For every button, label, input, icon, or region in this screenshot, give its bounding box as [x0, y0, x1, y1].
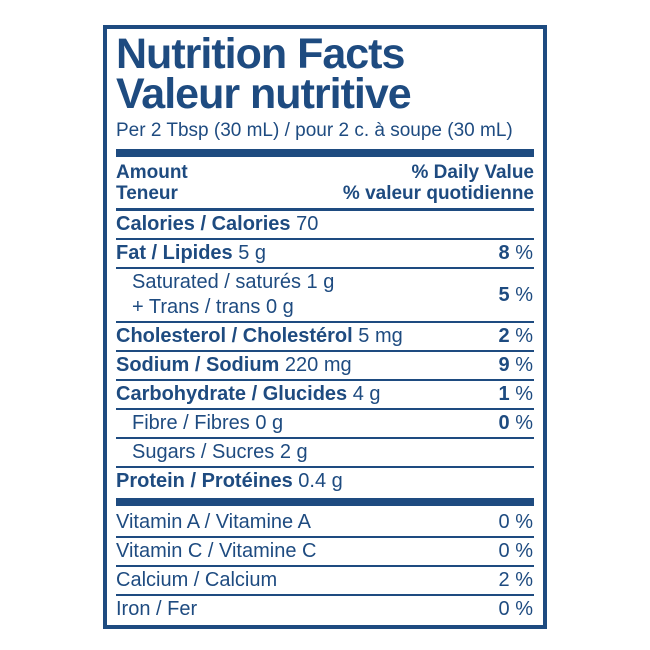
- nutrient-label-line: Fibre / Fibres 0 g: [132, 412, 284, 434]
- nutrient-label: Cholesterol / Cholestérol 5 mg: [116, 324, 403, 349]
- nutrient-label-line: + Trans / trans 0 g: [132, 296, 294, 318]
- nutrient-label-line: Vitamin A / Vitamine A: [116, 511, 311, 533]
- nutrition-facts-label: Nutrition Facts Valeur nutritive Per 2 T…: [103, 25, 547, 629]
- table-row-saturated-trans: Saturated / saturés 1 g + Trans / trans 0…: [116, 269, 534, 323]
- daily-value-percent: 2 %: [498, 325, 533, 347]
- nutrient-label: Sodium / Sodium 220 mg: [116, 353, 352, 378]
- table-row-sugars: Sugars / Sucres 2 g: [116, 439, 534, 468]
- nutrient-label: Calcium / Calcium: [116, 568, 277, 593]
- table-row-sodium: Sodium / Sodium 220 mg 9 %: [116, 352, 534, 381]
- nutrient-label-line: Fat / Lipides 5 g: [116, 242, 267, 264]
- table-row-vitamin-c: Vitamin C / Vitamine C 0 %: [116, 538, 534, 567]
- nutrient-label-line: Iron / Fer: [116, 598, 198, 620]
- column-headers: Amount % Daily Value Teneur % valeur quo…: [116, 162, 534, 211]
- nutrient-label-line: Vitamin C / Vitamine C: [116, 540, 317, 562]
- nutrient-label: Carbohydrate / Glucides 4 g: [116, 382, 381, 407]
- daily-value-percent: 8 %: [498, 242, 533, 264]
- section-divider-bar: [116, 498, 534, 506]
- daily-value-header-fr: % valeur quotidienne: [342, 183, 534, 204]
- nutrient-label: Sugars / Sucres 2 g: [116, 440, 308, 465]
- table-row-cholesterol: Cholesterol / Cholestérol 5 mg 2 %: [116, 323, 534, 352]
- nutrient-label-line: Calcium / Calcium: [116, 569, 278, 591]
- header-divider-bar: [116, 149, 534, 157]
- nutrient-rows: Calories / Calories 70 Fat / Lipides 5 g 8…: [116, 211, 534, 623]
- nutrient-label: Fibre / Fibres 0 g: [116, 411, 283, 436]
- nutrient-label-line: Sugars / Sucres 2 g: [132, 441, 308, 463]
- nutrient-label-line: Calories / Calories 70: [116, 213, 319, 235]
- serving-size: Per 2 Tbsp (30 mL) / pour 2 c. à soupe (…: [116, 120, 513, 141]
- amount-header-en: Amount: [116, 162, 188, 183]
- nutrient-label: Vitamin C / Vitamine C: [116, 539, 316, 564]
- daily-value-percent: 0 %: [498, 511, 533, 533]
- nutrient-label-line: Sodium / Sodium 220 mg: [116, 354, 352, 376]
- amount-header-fr: Teneur: [116, 183, 178, 204]
- nutrient-label: Vitamin A / Vitamine A: [116, 510, 311, 535]
- table-row-fat: Fat / Lipides 5 g 8 %: [116, 240, 534, 269]
- table-row-fibre: Fibre / Fibres 0 g 0 %: [116, 410, 534, 439]
- table-row-protein: Protein / Protéines 0.4 g: [116, 468, 534, 495]
- daily-value-percent: 5 %: [498, 283, 533, 306]
- table-row-carbohydrate: Carbohydrate / Glucides 4 g 1 %: [116, 381, 534, 410]
- daily-value-percent: 9 %: [498, 354, 533, 376]
- nutrient-label: Fat / Lipides 5 g: [116, 241, 266, 266]
- title-english: Nutrition Facts: [116, 30, 405, 78]
- nutrient-label: Iron / Fer: [116, 597, 197, 622]
- table-row-calcium: Calcium / Calcium 2 %: [116, 567, 534, 596]
- nutrient-label: Saturated / saturés 1 g + Trans / trans 0…: [116, 270, 334, 320]
- nutrient-label-line: Saturated / saturés 1 g: [132, 271, 335, 293]
- table-row-calories: Calories / Calories 70: [116, 211, 534, 240]
- daily-value-header-en: % Daily Value: [411, 162, 534, 183]
- daily-value-percent: 0 %: [498, 412, 533, 434]
- nutrient-label-line: Carbohydrate / Glucides 4 g: [116, 383, 381, 405]
- daily-value-percent: 2 %: [498, 569, 533, 591]
- daily-value-percent: 0 %: [498, 540, 533, 562]
- table-row-vitamin-a: Vitamin A / Vitamine A 0 %: [116, 509, 534, 538]
- title-french: Valeur nutritive: [116, 70, 412, 118]
- daily-value-percent: 1 %: [498, 383, 533, 405]
- nutrient-label: Calories / Calories 70: [116, 212, 318, 237]
- daily-value-percent: 0 %: [498, 598, 533, 620]
- nutrient-label-line: Protein / Protéines 0.4 g: [116, 470, 343, 492]
- table-row-iron: Iron / Fer 0 %: [116, 596, 534, 623]
- nutrient-label-line: Cholesterol / Cholestérol 5 mg: [116, 325, 403, 347]
- nutrient-label: Protein / Protéines 0.4 g: [116, 469, 343, 494]
